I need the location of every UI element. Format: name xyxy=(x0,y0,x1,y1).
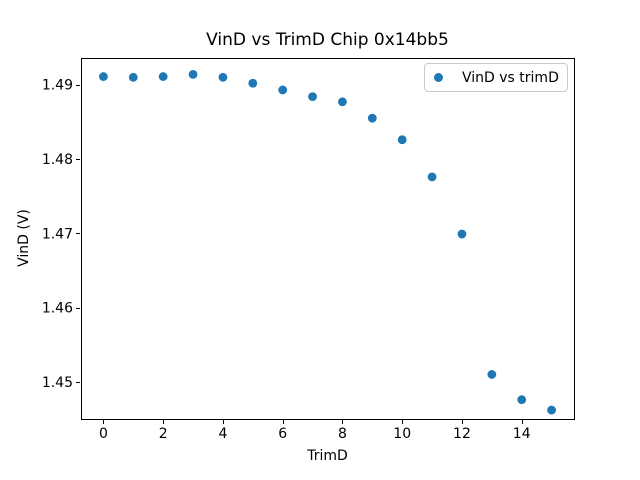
data-point xyxy=(457,229,467,239)
x-axis-label: TrimD xyxy=(307,448,348,464)
x-tick-label: 12 xyxy=(453,426,471,442)
x-tick-label: 10 xyxy=(393,426,411,442)
y-tick-label: 1.46 xyxy=(42,301,73,317)
legend: VinD vs trimD xyxy=(424,63,568,92)
legend-label: VinD vs trimD xyxy=(462,69,559,86)
data-point xyxy=(158,72,168,81)
data-point xyxy=(487,370,497,379)
data-point xyxy=(367,113,377,123)
y-tick-label: 1.49 xyxy=(42,78,73,94)
data-point xyxy=(547,405,556,415)
data-point xyxy=(308,92,317,102)
data-point xyxy=(338,97,347,107)
y-axis-label: VinD (V) xyxy=(16,209,32,267)
plot-border xyxy=(81,58,575,420)
data-point xyxy=(278,85,288,95)
x-tick-label: 6 xyxy=(278,426,287,442)
data-point xyxy=(427,172,437,182)
data-point xyxy=(397,135,407,145)
y-tick-label: 1.48 xyxy=(42,152,73,168)
x-tick-label: 4 xyxy=(218,426,227,442)
data-point xyxy=(99,72,108,81)
data-point xyxy=(188,69,198,79)
data-point xyxy=(218,72,228,82)
data-point xyxy=(517,395,527,405)
x-tick-label: 8 xyxy=(338,426,347,442)
data-point xyxy=(248,78,258,88)
x-tick-label: 0 xyxy=(99,426,108,442)
y-tick-label: 1.45 xyxy=(42,375,73,391)
chart-title: VinD vs TrimD Chip 0x14bb5 xyxy=(206,30,449,50)
data-point xyxy=(128,72,138,82)
y-tick-label: 1.47 xyxy=(42,226,73,242)
x-tick-label: 14 xyxy=(513,426,531,442)
legend-marker-icon xyxy=(434,73,443,82)
x-tick-label: 2 xyxy=(159,426,168,442)
